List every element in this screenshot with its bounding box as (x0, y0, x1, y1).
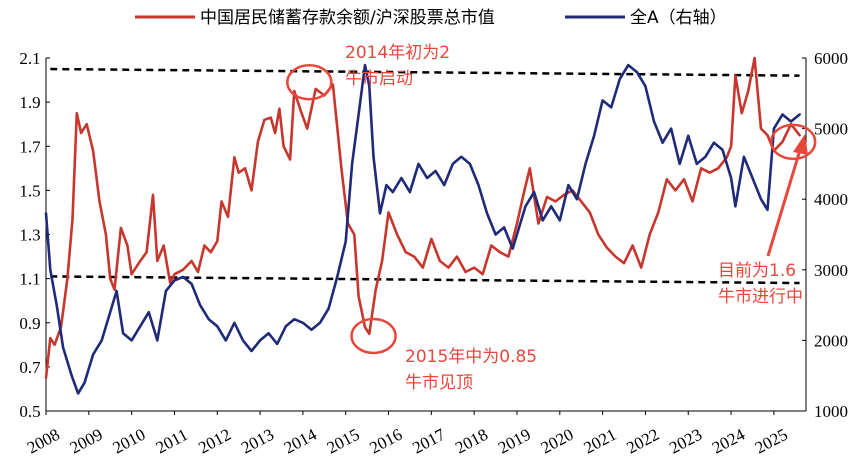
x-tick-label: 2018 (452, 425, 491, 458)
left-tick-label: 0.9 (19, 314, 40, 333)
series-layer (44, 56, 801, 395)
left-tick-label: 1.3 (19, 226, 40, 245)
x-tick-label: 2024 (709, 425, 748, 458)
x-tick-label: 2014 (281, 425, 320, 458)
x-tick-label: 2016 (366, 425, 405, 458)
x-tick-label: 2017 (409, 425, 448, 458)
x-ticks: 2008 2009 2010 2011 2012 2013 2014 2015 2016 2017… (24, 411, 791, 458)
right-tick-label: 1000 (814, 402, 848, 421)
anno-2015-line1: 2015年中为0.85 (405, 347, 537, 367)
left-tick-label: 1.7 (19, 137, 41, 156)
series-line-all-a (44, 63, 801, 395)
right-tick-label: 5000 (814, 120, 848, 139)
anno-2014-line2: 牛市启动 (345, 69, 413, 89)
right-tick-label: 6000 (814, 49, 848, 68)
annotations: 2014年初为2 牛市启动 2015年中为0.85 牛市见顶 目前为1.6 牛市… (286, 43, 817, 393)
anno-2015-line2: 牛市见顶 (405, 373, 473, 393)
anno-circle-trough-2015 (350, 317, 397, 355)
x-tick-label: 2021 (581, 425, 620, 458)
reference-lines (50, 67, 800, 285)
right-y-ticks: 1000 2000 3000 4000 5000 6000 (802, 49, 848, 421)
legend-label-all-a: 全A（右轴） (630, 8, 727, 28)
right-tick-label: 4000 (814, 190, 848, 209)
x-tick-label: 2008 (24, 425, 63, 458)
left-tick-label: 0.5 (19, 402, 40, 421)
x-tick-label: 2010 (110, 425, 149, 458)
anno-2025-line2: 牛市进行中 (718, 287, 803, 307)
left-tick-label: 1.9 (19, 93, 40, 112)
legend: 中国居民储蓄存款余额/沪深股票总市值 全A（右轴） (135, 8, 727, 28)
left-tick-label: 2.1 (19, 49, 40, 68)
x-tick-label: 2012 (195, 425, 234, 458)
anno-2014-line1: 2014年初为2 (345, 43, 450, 63)
anno-circle-current-2025 (769, 123, 817, 161)
x-tick-label: 2020 (538, 425, 577, 458)
anno-2025-arrowhead (793, 134, 808, 155)
x-tick-label: 2023 (666, 425, 705, 458)
left-tick-label: 0.7 (19, 358, 41, 377)
anno-2025-line1: 目前为1.6 (718, 261, 796, 281)
x-tick-label: 2025 (752, 425, 791, 458)
anno-circle-peak-2014 (286, 64, 333, 101)
x-tick-label: 2009 (67, 425, 106, 458)
left-y-ticks: 0.5 0.7 0.9 1.1 1.3 1.5 1.7 1.9 2.1 (19, 49, 50, 421)
legend-label-savings-ratio: 中国居民储蓄存款余额/沪深股票总市值 (200, 8, 495, 28)
x-tick-label: 2022 (623, 425, 662, 458)
x-tick-label: 2015 (324, 425, 363, 458)
reference-line-2 (50, 275, 800, 285)
x-tick-label: 2011 (153, 425, 191, 457)
right-tick-label: 3000 (814, 261, 848, 280)
x-tick-label: 2019 (495, 425, 534, 458)
anno-2025-arrow (766, 149, 802, 257)
x-tick-label: 2013 (238, 425, 277, 458)
left-tick-label: 1.1 (19, 270, 40, 289)
right-tick-label: 2000 (814, 331, 848, 350)
left-tick-label: 1.5 (19, 181, 40, 200)
series-line-savings-ratio (44, 56, 801, 380)
reference-line-1 (50, 67, 800, 77)
